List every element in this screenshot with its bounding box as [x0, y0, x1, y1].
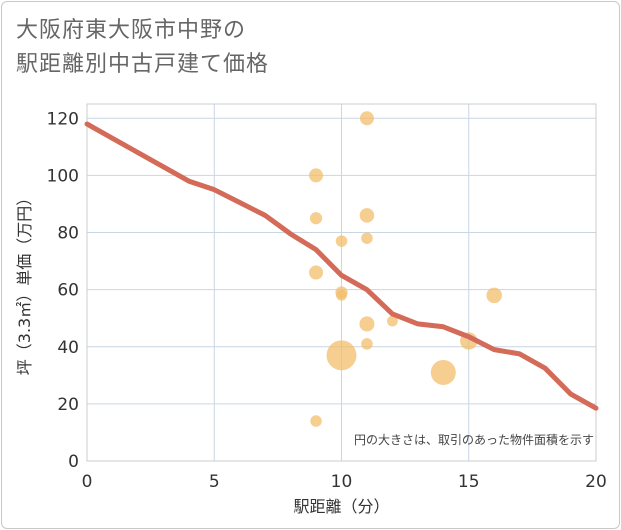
data-point-11: [359, 316, 375, 332]
data-point-10: [361, 232, 373, 244]
title-line-2: 駅距離別中古戸建て価格: [16, 52, 270, 77]
y-tick-label-5: 100: [47, 166, 79, 186]
y-tick-label-2: 40: [57, 338, 79, 358]
trend-line: [84, 121, 599, 411]
data-point-0: [309, 168, 324, 183]
data-point-8: [359, 111, 374, 126]
x-axis-label: 駅距離（分）: [293, 497, 389, 516]
y-tick-label-6: 120: [47, 109, 79, 129]
x-tick-label-3: 15: [458, 472, 480, 492]
title-line-1: 大阪府東大阪市中野の: [16, 18, 247, 43]
size-note: 円の大きさは、取引のあった物件面積を示す: [354, 432, 594, 447]
data-point-6: [336, 289, 347, 301]
data-point-7: [326, 340, 357, 371]
data-point-4: [335, 235, 348, 247]
data-point-2: [309, 265, 324, 280]
y-tick-label-4: 80: [57, 224, 79, 244]
x-tick-label-2: 10: [331, 472, 353, 492]
x-tick-label-1: 5: [209, 472, 220, 492]
x-tick-label-4: 20: [585, 472, 607, 492]
y-tick-label-0: 0: [68, 452, 79, 472]
data-point-14: [430, 359, 456, 385]
x-tick-label-0: 0: [82, 472, 93, 492]
data-point-1: [309, 212, 323, 225]
data-point-3: [310, 415, 322, 427]
data-point-16: [486, 287, 502, 304]
data-point-9: [359, 208, 375, 223]
data-point-12: [361, 338, 373, 350]
plot-area-border: [86, 103, 597, 462]
y-axis-label: 坪（3.3㎡）単価（万円）: [15, 190, 34, 375]
grid-lines: [86, 104, 597, 462]
chart-title: 大阪府東大阪市中野の 駅距離別中古戸建て価格: [16, 14, 269, 82]
data-points: [309, 111, 502, 427]
x-axis-ticks: 0 5 10 15 20: [82, 472, 607, 492]
y-axis-ticks: 0 20 40 60 80 100 120: [47, 109, 79, 472]
data-point-13: [387, 315, 398, 327]
y-tick-label-1: 20: [57, 395, 79, 415]
y-tick-label-3: 60: [57, 281, 79, 301]
